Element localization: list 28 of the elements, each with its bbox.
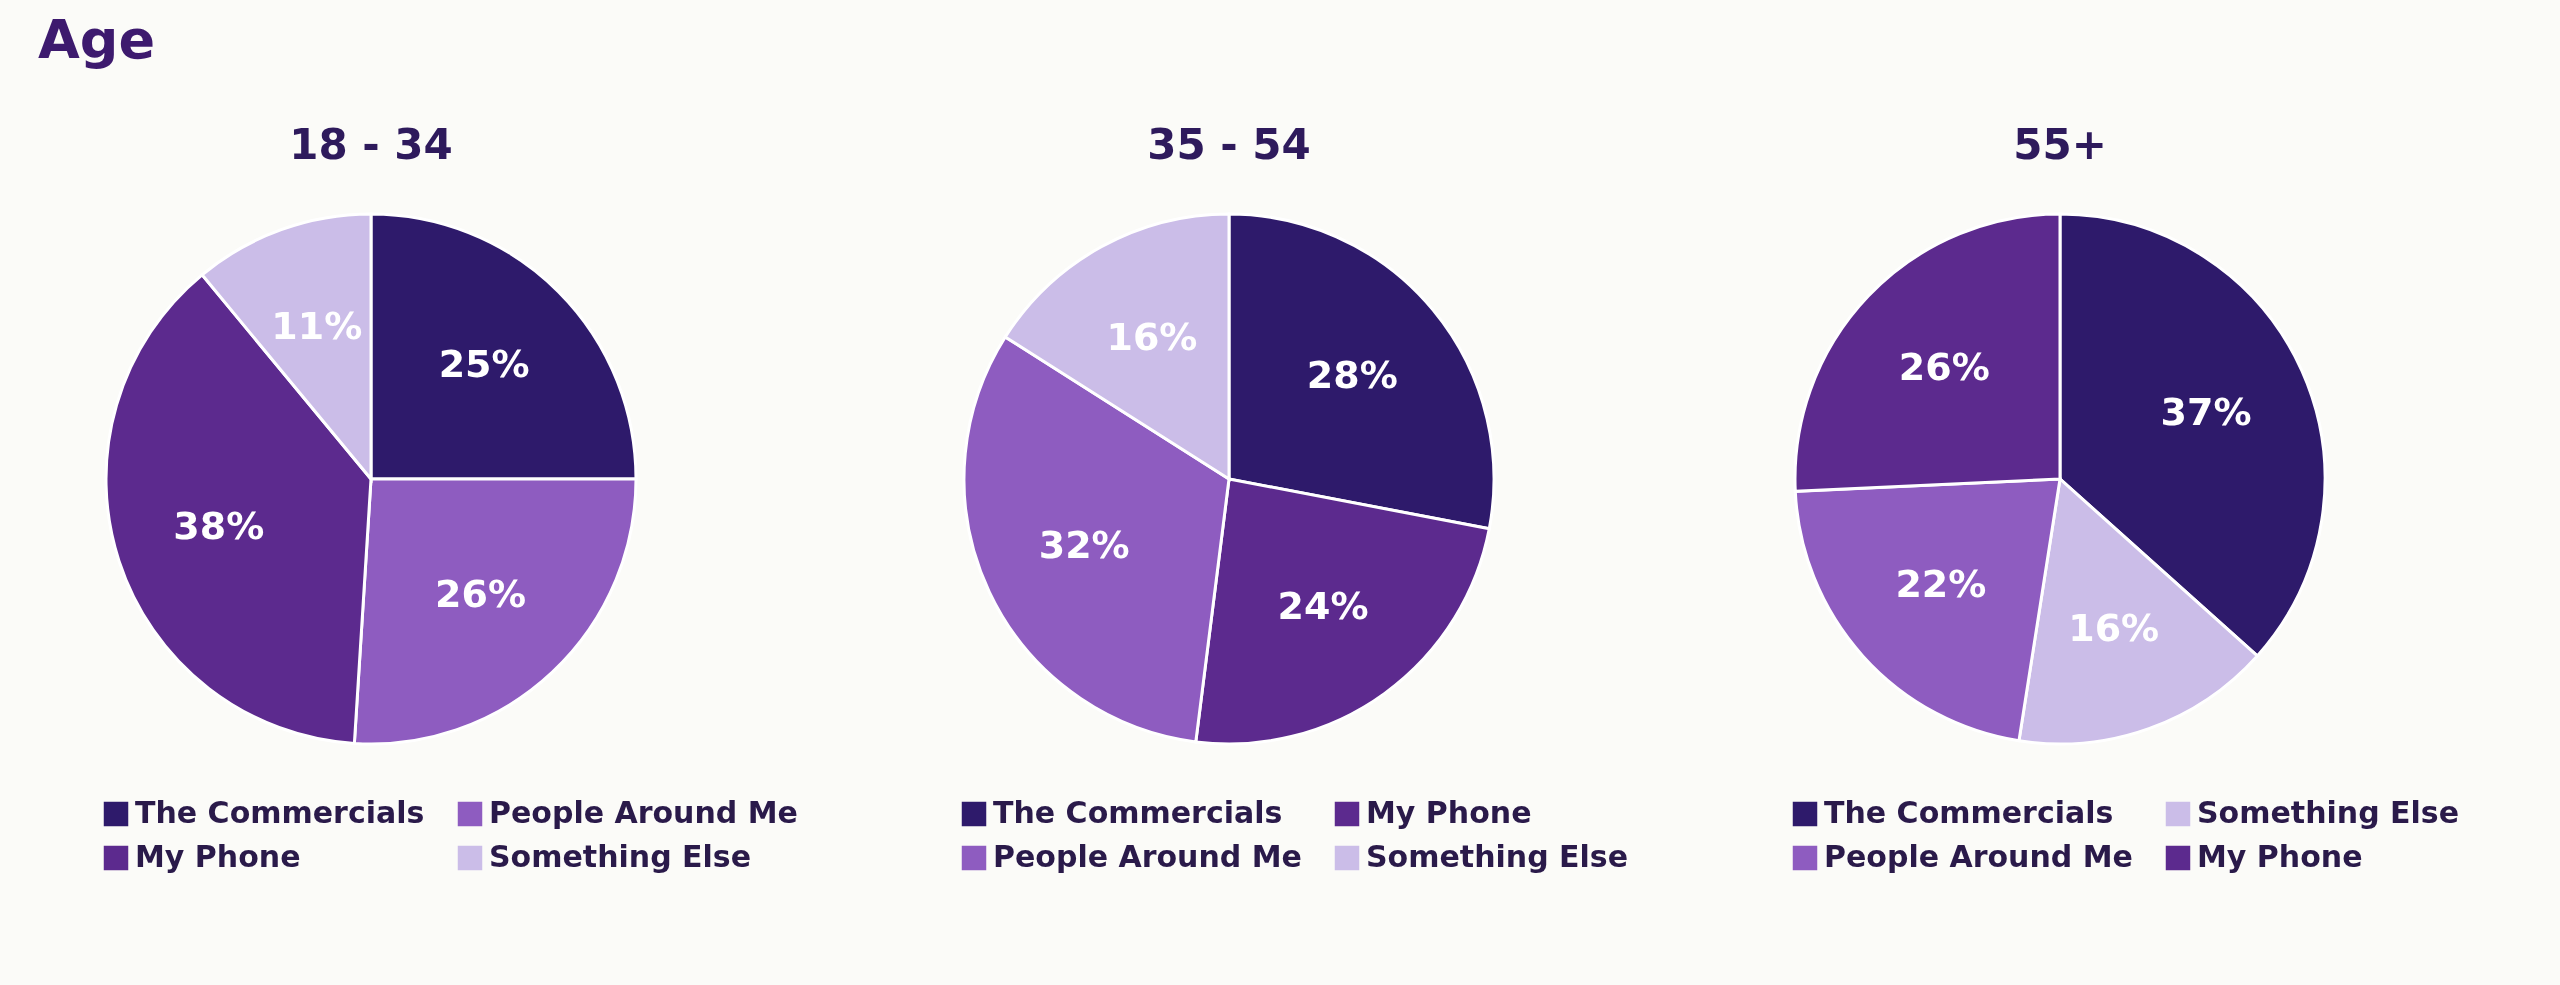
legend-label: My Phone <box>1366 795 1532 830</box>
text: Age <box>38 8 156 71</box>
legend-label: The Commercials <box>135 795 425 830</box>
data-label: 11% <box>271 304 363 349</box>
data-label: 16% <box>2068 605 2160 650</box>
legend-label: The Commercials <box>1824 795 2114 830</box>
legend-label: The Commercials <box>993 795 1283 830</box>
data-label: 32% <box>1038 523 1130 568</box>
legend-label: Something Else <box>2197 795 2460 830</box>
legend-label: Something Else <box>489 839 752 874</box>
data-label: 16% <box>1106 314 1198 359</box>
legend-label: My Phone <box>2197 839 2363 874</box>
data-label: 24% <box>1277 584 1369 629</box>
data-label: 37% <box>2160 389 2252 434</box>
legend-label: People Around Me <box>993 839 1302 874</box>
chart-title: 18 - 34 <box>289 120 453 169</box>
chart-title: 35 - 54 <box>1147 120 1311 169</box>
legend-label: People Around Me <box>1824 839 2133 874</box>
data-label: 26% <box>435 571 527 616</box>
data-label: 26% <box>1898 344 1990 389</box>
legend-label: Something Else <box>1366 839 1629 874</box>
legend-label: My Phone <box>135 839 301 874</box>
data-label: 28% <box>1306 353 1398 398</box>
chart-title: 55+ <box>2013 120 2107 169</box>
legend-label: People Around Me <box>489 795 798 830</box>
data-label: 38% <box>173 504 265 549</box>
data-label: 22% <box>1895 561 1987 606</box>
data-label: 25% <box>438 341 530 386</box>
